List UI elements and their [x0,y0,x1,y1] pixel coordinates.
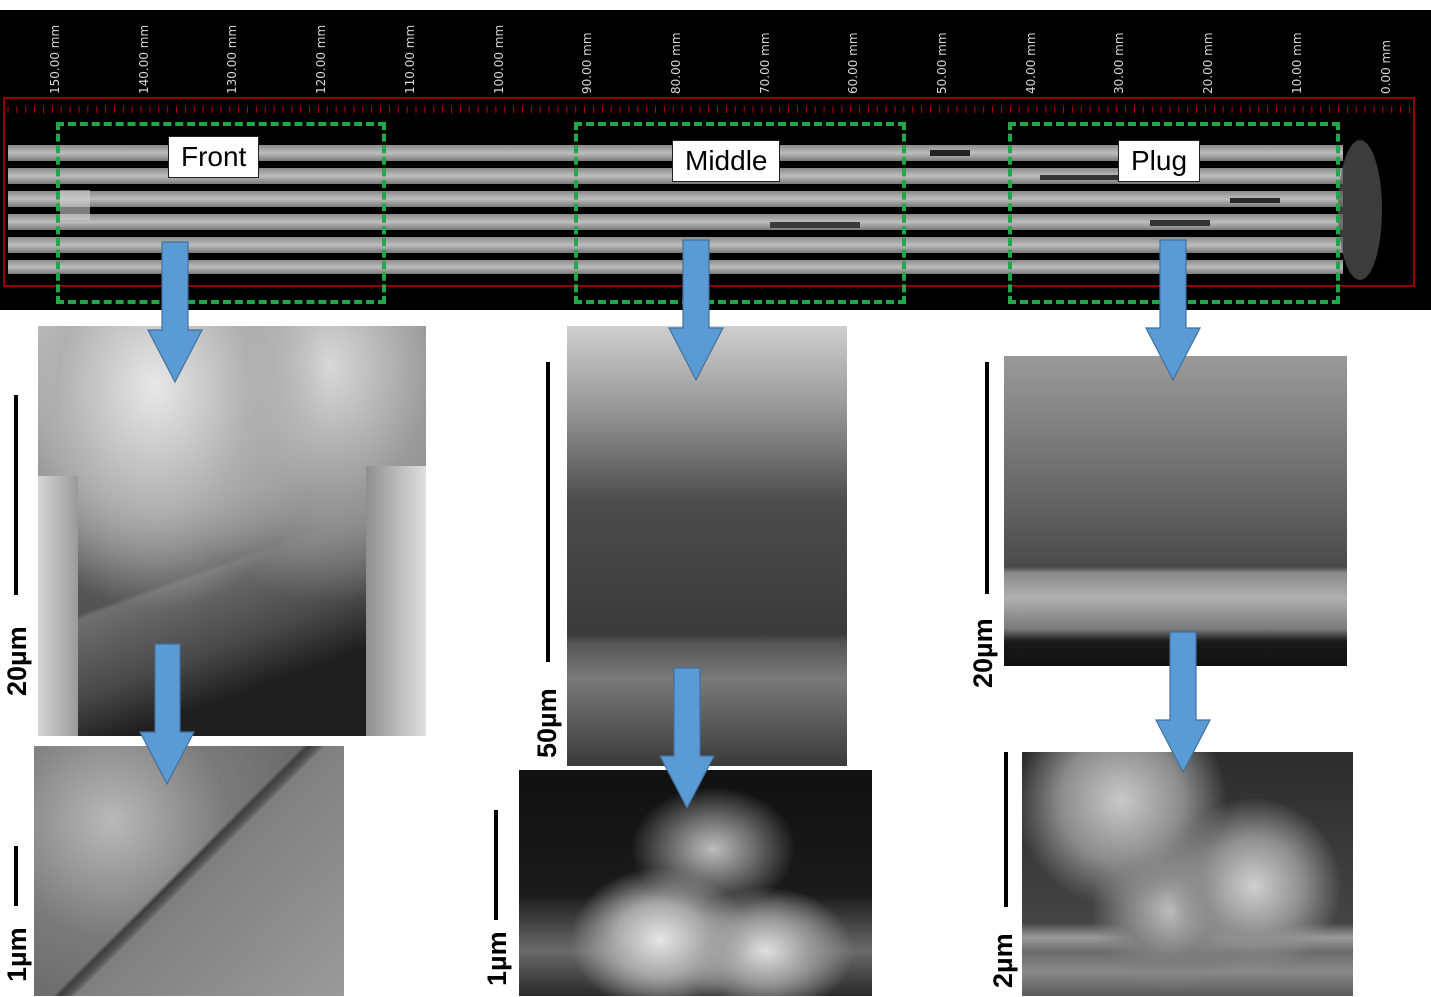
ruler-tick-label: 110.00 mm [402,24,417,94]
scale-label-middle-overview: 50µm [532,688,562,758]
ruler-tick-label: 20.00 mm [1201,32,1216,94]
scale-label-front-zoom: 1µm [2,927,32,982]
sem-front-overview [38,326,426,736]
ruler-tick-label: 60.00 mm [846,32,861,94]
region-label-plug: Plug [1118,140,1201,182]
ruler-minor-ticks [7,106,1410,113]
ruler-tick-label: 50.00 mm [935,32,949,94]
scalebar-front-zoom [14,846,18,906]
ruler-tick-label: 10.00 mm [1289,32,1304,94]
scale-label-plug-overview: 20µm [968,618,998,688]
ruler-tick-label: 150.00 mm [48,24,62,94]
ruler-tick-label: 0.00 mm [1378,40,1393,94]
sem-plug-zoom [1022,752,1353,996]
scalebar-front-overview [14,395,18,595]
sem-front-zoom [34,746,344,996]
ruler-tick-label: 40.00 mm [1023,32,1038,94]
ruler-tick-label: 140.00 mm [136,24,151,94]
xray-strip: 150.00 mm 140.00 mm 130.00 mm 120.00 mm 110.… [0,10,1431,310]
scalebar-middle-zoom [494,810,498,920]
region-box-front [56,122,386,304]
region-label-middle: Middle [672,140,781,182]
region-label-front: Front [168,136,260,178]
ruler-tick-label: 90.00 mm [580,32,595,94]
ruler-tick-label: 100.00 mm [491,24,506,94]
sem-plug-overview [1004,356,1347,666]
ruler-tick-label: 70.00 mm [757,32,772,94]
sem-middle-zoom [519,770,872,996]
ruler-tick-label: 130.00 mm [225,24,240,94]
scale-label-front-overview: 20µm [2,626,32,696]
sem-middle-overview [567,326,847,766]
scalebar-middle-overview [546,362,550,662]
scalebar-plug-zoom [1004,752,1008,907]
scale-label-middle-zoom: 1µm [482,931,512,986]
scale-label-plug-zoom: 2µm [988,933,1018,988]
scalebar-plug-overview [985,362,989,594]
region-box-middle [574,122,906,304]
ruler-tick-label: 80.00 mm [668,32,683,94]
ruler-tick-label: 30.00 mm [1112,32,1127,94]
ruler-tick-label: 120.00 mm [314,24,329,94]
